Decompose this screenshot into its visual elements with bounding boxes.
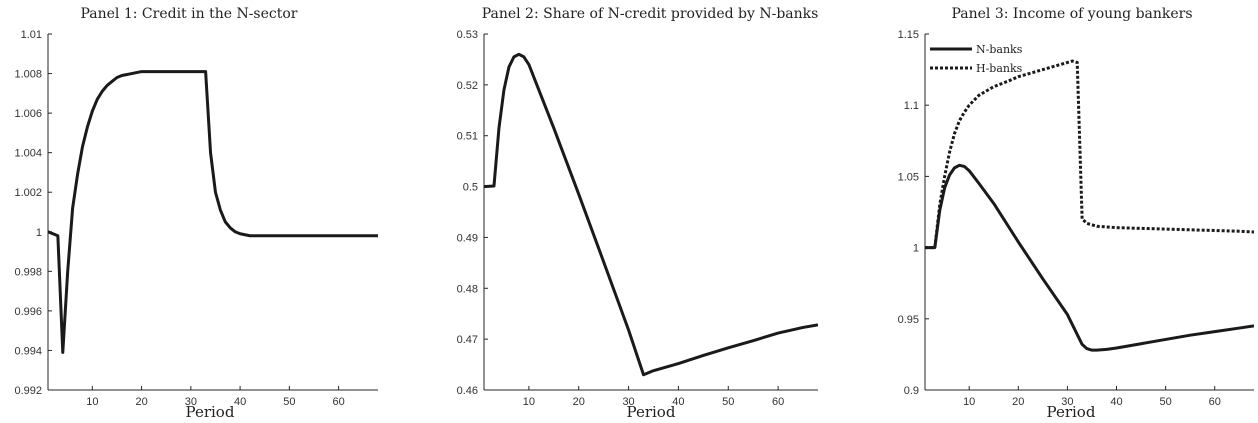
y-tick-label: 1 [36, 227, 42, 239]
panel-3-series-n-banks [925, 163, 1254, 352]
x-tick-label: 40 [234, 396, 246, 408]
x-tick-label: 50 [1159, 396, 1171, 408]
y-tick-label: 1.05 [898, 171, 919, 183]
y-tick-label: 0.48 [457, 283, 478, 295]
y-tick-label: 1.004 [14, 148, 42, 160]
y-tick-label: 0.51 [457, 131, 478, 143]
y-tick-label: 0.9 [904, 385, 919, 397]
legend-label-n-banks: N-banks [976, 43, 1023, 56]
panel-1: Panel 1: Credit in the N-sector Period 0… [14, 6, 378, 421]
x-tick-label: 20 [135, 396, 147, 408]
x-tick-label: 20 [573, 396, 585, 408]
panel-2-series-line [484, 52, 818, 377]
y-tick-label: 1.1 [904, 100, 919, 112]
x-tick-label: 20 [1012, 396, 1024, 408]
panel-2-xlabel: Period [627, 403, 676, 421]
y-tick-label: 0.5 [463, 182, 478, 194]
x-tick-label: 10 [963, 396, 975, 408]
y-tick-label: 0.996 [14, 306, 42, 318]
y-tick-label: 0.46 [457, 385, 478, 397]
panel-3-series-h-banks [925, 59, 1254, 250]
panel-3-xlabel: Period [1047, 403, 1096, 421]
x-tick-label: 10 [86, 396, 98, 408]
panel-1-title: Panel 1: Credit in the N-sector [80, 6, 297, 22]
panel-3-legend: N-banks H-banks [930, 43, 1023, 75]
x-tick-label: 50 [722, 396, 734, 408]
x-tick-label: 40 [672, 396, 684, 408]
y-tick-label: 1 [913, 243, 919, 255]
panel-2: Panel 2: Share of N-credit provided by N… [457, 6, 819, 421]
x-tick-label: 60 [1209, 396, 1221, 408]
panel-3: Panel 3: Income of young bankers Period … [898, 6, 1254, 421]
x-tick-label: 40 [1110, 396, 1122, 408]
x-tick-label: 50 [283, 396, 295, 408]
panel-1-series-line [48, 70, 378, 354]
x-tick-label: 30 [1061, 396, 1073, 408]
x-tick-label: 10 [523, 396, 535, 408]
y-tick-label: 0.992 [14, 385, 42, 397]
y-tick-label: 0.53 [457, 29, 478, 41]
y-tick-label: 0.52 [457, 80, 478, 92]
panel-2-title: Panel 2: Share of N-credit provided by N… [482, 6, 819, 22]
y-tick-label: 1.15 [898, 29, 919, 41]
y-tick-label: 1.002 [14, 187, 42, 199]
x-tick-label: 30 [185, 396, 197, 408]
y-tick-label: 1.006 [14, 108, 42, 120]
y-tick-label: 0.49 [457, 232, 478, 244]
y-tick-label: 0.95 [898, 314, 919, 326]
x-tick-label: 30 [622, 396, 634, 408]
x-tick-label: 60 [772, 396, 784, 408]
panel-1-xlabel: Period [186, 403, 235, 421]
y-tick-label: 1.01 [21, 29, 42, 41]
y-tick-label: 0.998 [14, 266, 42, 278]
panel-3-title: Panel 3: Income of young bankers [951, 6, 1192, 22]
y-tick-label: 0.47 [457, 334, 478, 346]
x-tick-label: 60 [332, 396, 344, 408]
y-tick-label: 1.008 [14, 69, 42, 81]
legend-label-h-banks: H-banks [976, 62, 1023, 75]
y-tick-label: 0.994 [14, 345, 42, 357]
